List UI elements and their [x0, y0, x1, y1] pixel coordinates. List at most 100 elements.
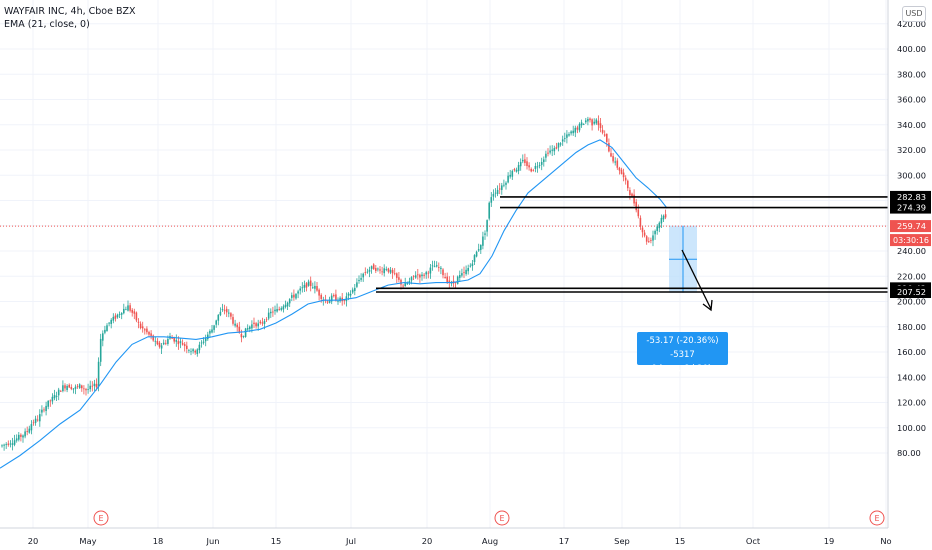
candle-body — [106, 325, 108, 332]
candle-body — [444, 276, 446, 279]
measurement-duration: 9 bars, 6d 20h — [651, 364, 714, 374]
candle-body — [398, 277, 400, 280]
countdown-label: 03:30:16 — [893, 236, 929, 245]
candle-body — [167, 338, 169, 344]
candle-body — [570, 131, 572, 134]
candle-body — [654, 230, 656, 235]
candle-body — [572, 130, 574, 134]
candle-body — [154, 340, 157, 342]
x-tick-label: Oct — [746, 536, 761, 546]
candle-body — [89, 385, 91, 390]
time-axis[interactable] — [0, 528, 932, 550]
trend-arrow[interactable] — [681, 249, 712, 310]
candle-body — [156, 341, 159, 345]
candle-body — [370, 266, 373, 269]
candle-body — [440, 267, 442, 269]
candle-body — [66, 385, 68, 391]
candle-body — [660, 217, 663, 224]
candle-body — [599, 123, 602, 129]
candle-body — [595, 119, 598, 124]
candle-body — [49, 400, 52, 402]
candle-body — [385, 269, 388, 270]
candle-body — [435, 265, 438, 267]
candle-body — [234, 323, 236, 326]
y-tick-label: 300.00 — [897, 170, 926, 180]
candle-body — [137, 321, 140, 323]
candle-body — [240, 334, 243, 338]
candle-body — [74, 386, 77, 389]
candle-body — [93, 383, 96, 387]
candle-body — [645, 236, 648, 242]
candle-body — [127, 305, 129, 311]
candle-body — [358, 280, 360, 282]
candle-body — [582, 124, 585, 125]
candle-body — [463, 271, 465, 273]
candle-body — [492, 193, 495, 197]
candle-body — [3, 444, 5, 446]
candle-body — [486, 220, 488, 232]
x-tick-label: 15 — [271, 536, 282, 546]
candle-body — [238, 326, 241, 333]
candle-body — [406, 283, 409, 285]
y-tick-label: 320.00 — [897, 145, 926, 155]
candle-body — [207, 334, 209, 340]
price-axis[interactable] — [888, 0, 932, 550]
candle-body — [219, 311, 222, 316]
candle-body — [118, 314, 121, 315]
candle-body — [528, 165, 530, 168]
candle-body — [171, 337, 173, 339]
candle-body — [257, 323, 259, 327]
candle-body — [13, 440, 16, 445]
candle-body — [288, 299, 291, 304]
candle-body — [517, 165, 520, 172]
candle-body — [635, 201, 637, 211]
candle-body — [568, 134, 570, 136]
symbol-title[interactable]: WAYFAIR INC, 4h, Cboe BZX — [4, 6, 136, 17]
y-tick-label: 160.00 — [897, 347, 926, 357]
ema-line[interactable] — [0, 139, 668, 469]
candle-body — [148, 331, 150, 335]
candle-body — [347, 293, 350, 296]
x-tick-label: 19 — [824, 536, 835, 546]
candle-body — [490, 197, 493, 203]
candle-body — [181, 343, 184, 345]
candle-body — [475, 251, 478, 257]
earnings-marker[interactable] — [93, 510, 109, 526]
candle-body — [337, 300, 339, 302]
candle-body — [656, 226, 658, 231]
earnings-marker[interactable] — [869, 510, 885, 526]
candle-body — [32, 422, 35, 424]
candle-body — [618, 167, 621, 171]
candle-body — [631, 193, 633, 197]
candle-body — [62, 385, 64, 392]
candle-body — [536, 166, 539, 168]
candle-body — [272, 311, 274, 313]
candle-body — [469, 265, 472, 267]
y-tick-label: 240.00 — [897, 246, 926, 256]
candle-body — [408, 281, 411, 284]
candle-body — [309, 280, 312, 287]
candle-body — [186, 345, 188, 350]
x-tick-label: 18 — [153, 536, 164, 546]
candle-body — [255, 323, 257, 327]
x-tick-label: Jul — [345, 536, 356, 546]
currency-button[interactable]: USD — [902, 6, 926, 22]
indicator-label[interactable]: EMA (21, close, 0) — [4, 19, 90, 30]
candle-body — [335, 294, 337, 301]
candle-body — [129, 305, 131, 311]
candle-body — [198, 344, 201, 351]
candle-body — [431, 265, 434, 267]
candle-body — [64, 385, 66, 389]
candle-body — [585, 120, 587, 123]
candle-body — [639, 217, 642, 227]
x-tick-label: 17 — [559, 536, 570, 546]
candle-body — [477, 249, 480, 251]
candle-body — [505, 182, 507, 185]
candle-body — [146, 328, 148, 333]
candle-body — [643, 232, 646, 236]
earnings-marker[interactable] — [494, 510, 510, 526]
candle-body — [364, 272, 367, 273]
candle-body — [610, 153, 612, 157]
